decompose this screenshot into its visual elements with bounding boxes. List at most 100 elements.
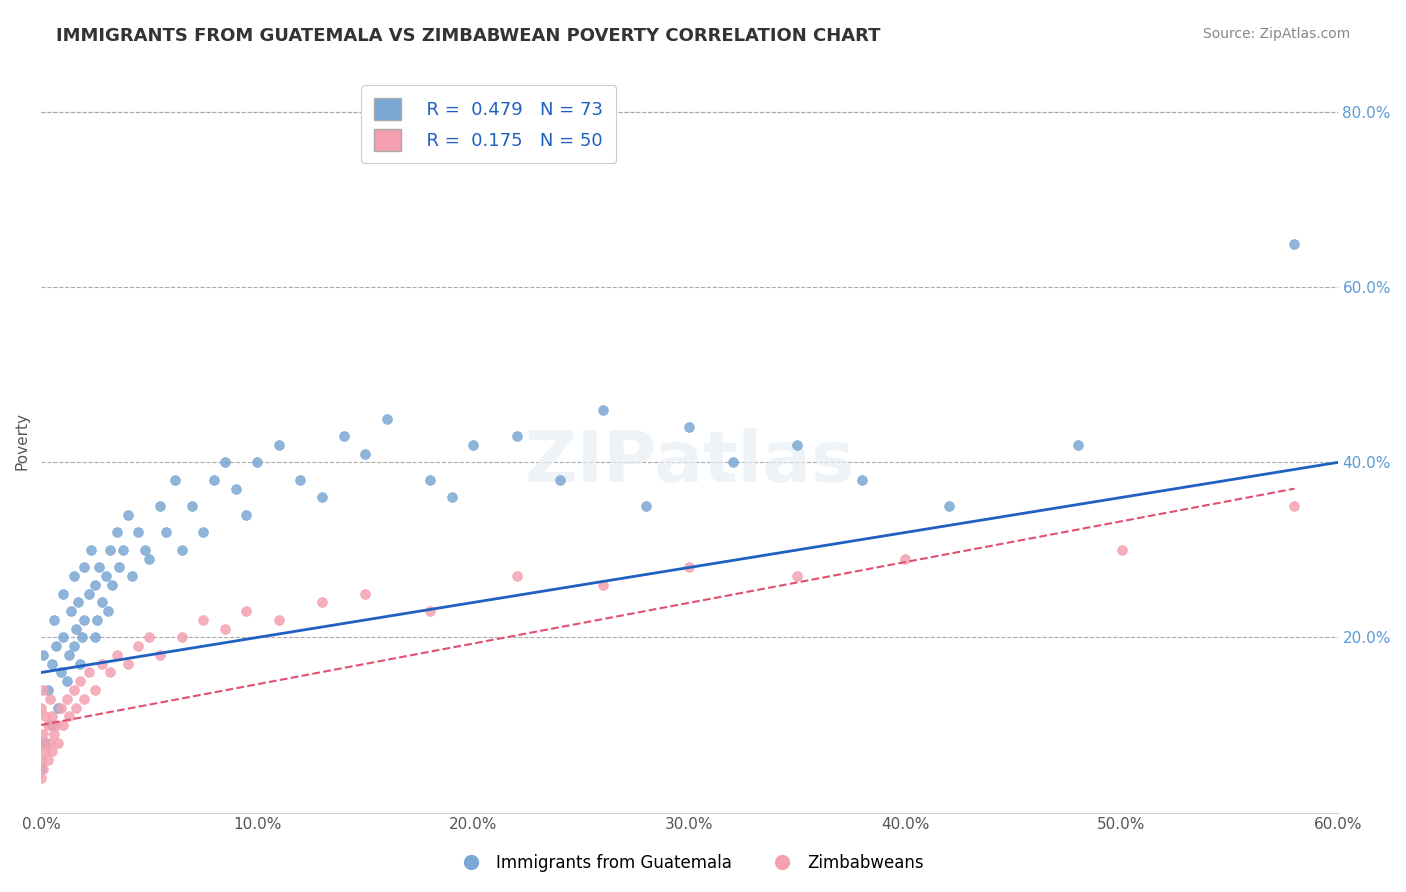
Point <box>56 691 79 706</box>
Point <box>246 455 269 469</box>
Point <box>225 482 247 496</box>
Point <box>105 525 128 540</box>
Point <box>786 569 808 583</box>
Point <box>84 683 107 698</box>
Point <box>73 613 96 627</box>
Point <box>851 473 873 487</box>
Point <box>49 700 72 714</box>
Text: ZIPatlas: ZIPatlas <box>524 428 855 498</box>
Point <box>149 499 172 513</box>
Point <box>354 447 377 461</box>
Point <box>70 631 93 645</box>
Point <box>69 674 91 689</box>
Point <box>105 648 128 662</box>
Point <box>80 543 103 558</box>
Point <box>30 700 52 714</box>
Point <box>41 709 63 723</box>
Point <box>165 473 187 487</box>
Point <box>32 762 55 776</box>
Point <box>155 525 177 540</box>
Point <box>267 438 290 452</box>
Point <box>62 683 84 698</box>
Point <box>721 455 744 469</box>
Point <box>30 762 52 776</box>
Point <box>48 735 70 749</box>
Point <box>202 473 225 487</box>
Point <box>32 683 55 698</box>
Point <box>548 473 571 487</box>
Point <box>49 665 72 680</box>
Point <box>41 744 63 758</box>
Point <box>134 543 156 558</box>
Point <box>41 718 63 732</box>
Point <box>73 560 96 574</box>
Point <box>32 648 55 662</box>
Point <box>170 631 193 645</box>
Point <box>58 709 80 723</box>
Point <box>149 648 172 662</box>
Point <box>419 473 441 487</box>
Point <box>84 578 107 592</box>
Point <box>86 613 108 627</box>
Point <box>1284 236 1306 251</box>
Point <box>73 691 96 706</box>
Point <box>30 735 52 749</box>
Point <box>37 718 59 732</box>
Point <box>117 657 139 671</box>
Point <box>332 429 354 443</box>
Point <box>193 525 215 540</box>
Point <box>938 499 960 513</box>
Point <box>290 473 312 487</box>
Point <box>235 604 257 618</box>
Point <box>112 543 135 558</box>
Point <box>45 718 67 732</box>
Point <box>375 411 398 425</box>
Point <box>193 613 215 627</box>
Point <box>37 683 59 698</box>
Point <box>37 753 59 767</box>
Point <box>42 613 65 627</box>
Point <box>786 438 808 452</box>
Point <box>69 657 91 671</box>
Point <box>592 403 614 417</box>
Point <box>97 604 120 618</box>
Point <box>138 551 160 566</box>
Point <box>138 631 160 645</box>
Point <box>440 491 463 505</box>
Point <box>214 622 236 636</box>
Point <box>117 508 139 522</box>
Point <box>62 639 84 653</box>
Point <box>34 735 56 749</box>
Point <box>48 700 70 714</box>
Point <box>678 560 700 574</box>
Point <box>311 595 333 609</box>
Point <box>30 771 52 785</box>
Point <box>101 578 124 592</box>
Point <box>94 569 117 583</box>
Point <box>678 420 700 434</box>
Point <box>89 560 111 574</box>
Point <box>34 744 56 758</box>
Point <box>58 648 80 662</box>
Point <box>65 622 87 636</box>
Point <box>170 543 193 558</box>
Point <box>98 665 121 680</box>
Point <box>419 604 441 618</box>
Point <box>90 595 112 609</box>
Point <box>90 657 112 671</box>
Point <box>505 429 527 443</box>
Point <box>60 604 83 618</box>
Point <box>41 657 63 671</box>
Point <box>127 525 149 540</box>
Point <box>214 455 236 469</box>
Y-axis label: Poverty: Poverty <box>15 411 30 469</box>
Point <box>62 569 84 583</box>
Point <box>463 438 485 452</box>
Point <box>108 560 131 574</box>
Point <box>1067 438 1090 452</box>
Point <box>636 499 658 513</box>
Point <box>77 665 100 680</box>
Point <box>127 639 149 653</box>
Point <box>52 718 75 732</box>
Point <box>77 587 100 601</box>
